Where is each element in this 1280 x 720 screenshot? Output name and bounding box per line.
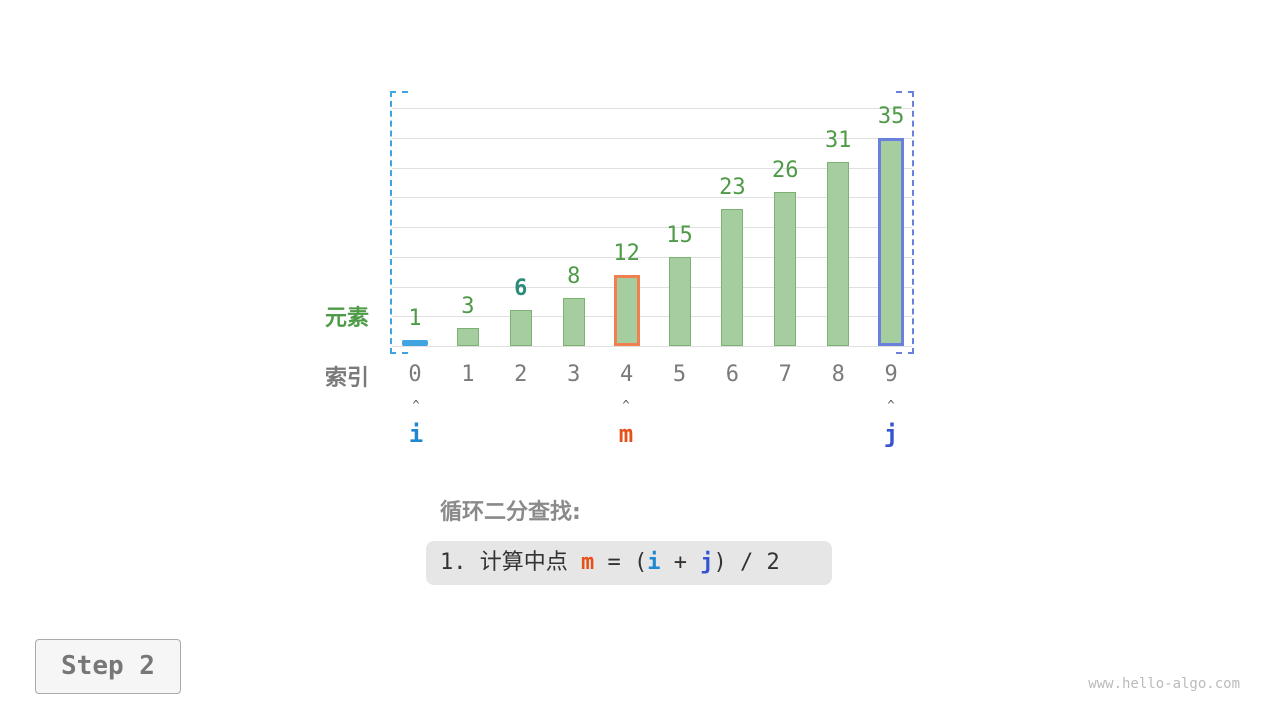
bar-1	[456, 328, 479, 346]
index-label-9: 9	[884, 362, 898, 387]
pointer-m-arrow-icon: ^	[622, 398, 630, 412]
code-suffix: ) / 2	[713, 550, 780, 575]
bar-3	[562, 298, 585, 346]
bar-7	[774, 191, 797, 346]
bar-5	[668, 256, 691, 346]
index-label-5: 5	[672, 362, 687, 387]
gridline	[392, 227, 912, 228]
index-label-4: 4	[619, 362, 634, 387]
algorithm-title: 循环二分查找:	[440, 500, 581, 525]
bar-2	[509, 310, 532, 346]
value-label-0: 1	[408, 306, 422, 332]
value-label-6: 23	[719, 175, 746, 201]
gridline	[392, 316, 912, 318]
code-i: i	[647, 550, 661, 575]
pointer-j-arrow-icon: ^	[887, 398, 895, 412]
value-label-1: 3	[461, 294, 475, 320]
index-label-3: 3	[567, 362, 581, 387]
gridline	[392, 197, 912, 199]
pointer-m: m	[618, 420, 634, 448]
gridline	[392, 256, 912, 258]
right-bracket	[896, 91, 914, 354]
gridline	[392, 137, 912, 139]
gridline	[392, 108, 912, 109]
value-label-8: 31	[824, 127, 852, 153]
element-row-label: 元素	[325, 306, 370, 331]
value-label-3: 8	[567, 264, 581, 290]
watermark: www.hello-algo.com	[1088, 676, 1240, 692]
index-label-0: 0	[408, 362, 422, 387]
gridline	[392, 167, 912, 169]
code-eq: = (	[594, 550, 648, 575]
index-label-6: 6	[725, 362, 740, 387]
index-row-label: 索引	[325, 366, 370, 391]
pointer-i: i	[408, 420, 424, 448]
pointer-i-arrow-icon: ^	[412, 398, 420, 412]
index-label-1: 1	[461, 362, 475, 387]
step-code-line: 1. 计算中点 m = (i + j) / 2	[426, 541, 832, 585]
bar-0	[402, 340, 428, 347]
bar-4	[613, 274, 640, 346]
value-label-4: 12	[613, 240, 640, 266]
code-plus: +	[660, 550, 701, 575]
index-label-2: 2	[514, 362, 528, 387]
index-label-8: 8	[831, 362, 845, 387]
bar-8	[827, 161, 850, 346]
value-label-9: 35	[877, 104, 905, 130]
gridline	[392, 286, 912, 288]
gridline	[392, 346, 912, 347]
index-label-7: 7	[778, 362, 792, 387]
code-j: j	[700, 550, 714, 575]
value-label-5: 15	[666, 222, 693, 248]
bar-9	[878, 138, 905, 346]
step-button[interactable]: Step 2	[35, 639, 181, 694]
bar-6	[721, 209, 744, 346]
code-m: m	[580, 550, 595, 575]
value-label-7: 26	[772, 157, 799, 183]
pointer-j: j	[883, 420, 899, 448]
value-label-2: 6	[514, 276, 528, 302]
left-bracket	[390, 91, 408, 354]
code-prefix: 1. 计算中点	[440, 550, 581, 575]
